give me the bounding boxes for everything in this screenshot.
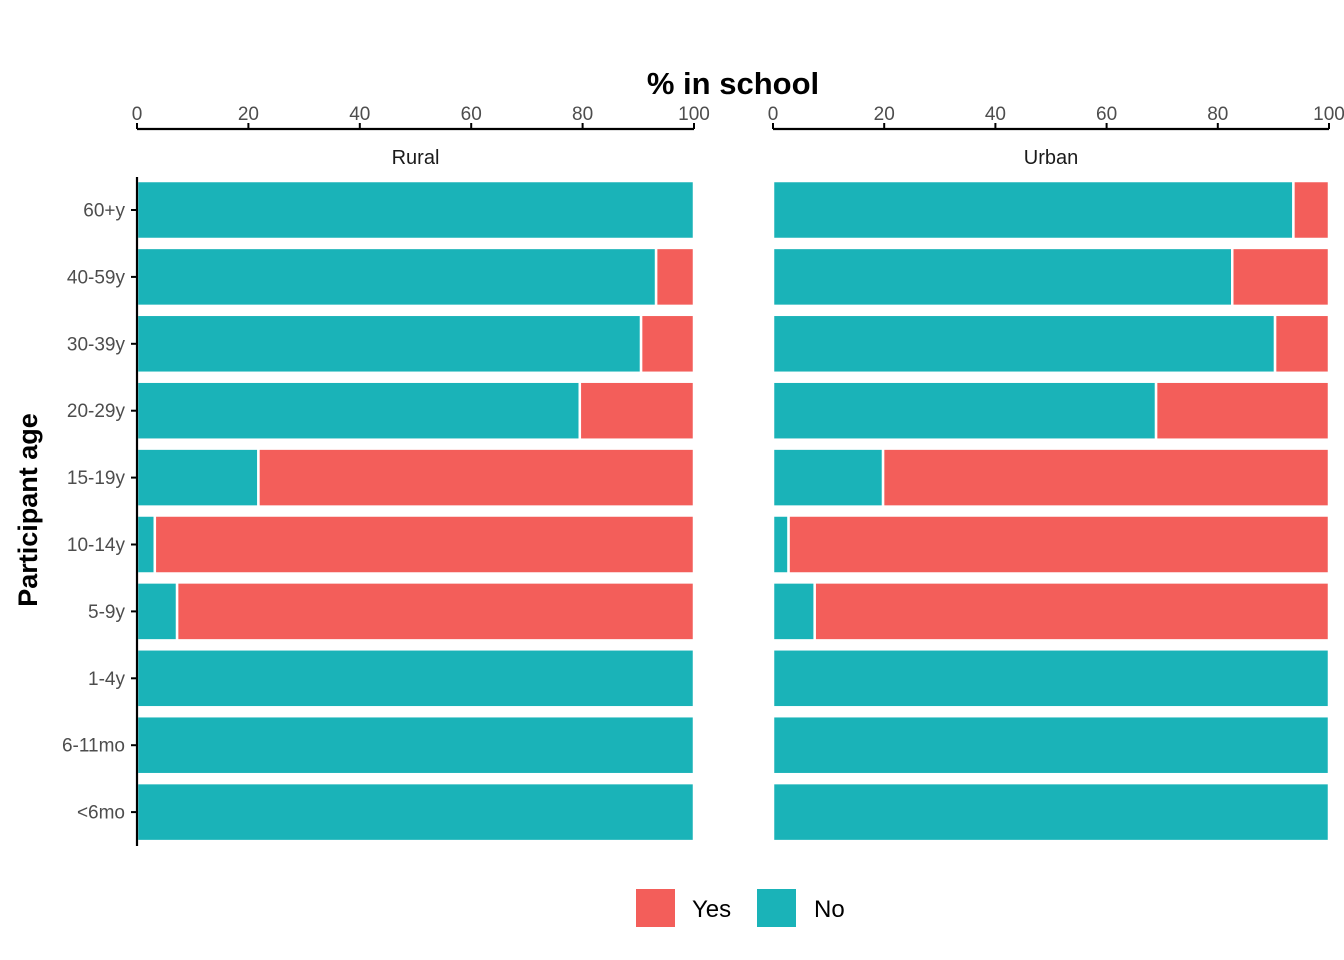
bar-rural-30-39y-no — [135, 313, 643, 375]
bar-urban-40-59y-no — [771, 246, 1234, 308]
facet-panels: 0 20 40 60 80 100 Rural 0 20 40 60 80 100 Urban — [132, 104, 1344, 843]
bar-rural-40-59y-no — [135, 246, 658, 308]
legend-swatch-no — [757, 889, 796, 927]
bar-urban-5-9y-yes — [813, 581, 1331, 642]
x-tick-label: 80 — [572, 104, 593, 125]
x-tick-label: 0 — [768, 104, 779, 125]
x-tick-label: 20 — [238, 104, 259, 125]
x-tick-label: 100 — [678, 104, 710, 125]
bar-urban-1-4y-no — [771, 648, 1331, 709]
facet-strip-label: Rural — [392, 147, 440, 169]
x-tick-label: 60 — [1096, 104, 1117, 125]
bar-rural-10-14y-yes — [153, 514, 696, 575]
x-axis-title: % in school — [647, 66, 819, 101]
bar-urban-10-14y-yes — [787, 514, 1331, 575]
x-tick-label: 20 — [874, 104, 895, 125]
y-tick-label: 1-4y — [88, 669, 125, 690]
y-tick-label: 10-14y — [67, 535, 126, 556]
facet-urban: 0 20 40 60 80 100 Urban — [768, 104, 1344, 843]
bar-rural-40-59y-yes — [654, 246, 696, 308]
legend-label-yes: Yes — [692, 896, 731, 923]
y-tick-label: 60+y — [83, 201, 125, 222]
bar-rural-1-4y-no — [135, 648, 696, 709]
bar-urban-15-19y-no — [771, 447, 885, 508]
bar-rural-5-9y-yes — [175, 581, 696, 642]
y-tick-label: 20-29y — [67, 401, 126, 422]
bar-rural-20-29y-yes — [578, 380, 696, 441]
bar-urban-15-19y-yes — [881, 447, 1331, 508]
bar-rural-30-39y-yes — [639, 313, 696, 375]
bar-urban-30-39y-no — [771, 313, 1277, 375]
x-tick-label: 80 — [1207, 104, 1228, 125]
y-axis: 60+y 40-59y 30-39y 20-29y 15-19y 10-14y 5-9y 1-… — [62, 177, 139, 846]
y-tick-label: 6-11mo — [62, 736, 125, 757]
bar-urban-20-29y-yes — [1154, 380, 1331, 441]
bar-urban-60-y-no — [771, 179, 1295, 241]
y-tick-label: 40-59y — [67, 267, 126, 288]
bar-rural-20-29y-no — [135, 380, 582, 441]
bar-urban-10-14y-no — [771, 514, 790, 575]
bar-urban-5-9y-no — [771, 581, 816, 642]
legend: Yes No — [636, 889, 845, 927]
y-axis-title: Participant age — [13, 413, 43, 607]
x-tick-label: 60 — [461, 104, 482, 125]
bar-rural-6mo-no — [135, 781, 696, 843]
bar-rural-15-19y-yes — [257, 447, 696, 508]
legend-swatch-yes — [636, 889, 675, 927]
bar-urban-6-11mo-no — [771, 714, 1331, 776]
bar-urban-40-59y-yes — [1231, 246, 1331, 308]
bar-urban-60-y-yes — [1292, 179, 1331, 241]
x-tick-label: 40 — [349, 104, 370, 125]
bar-rural-10-14y-no — [135, 514, 157, 575]
legend-label-no: No — [814, 896, 845, 923]
bar-rural-60-y-no — [135, 179, 696, 241]
facet-strip-label: Urban — [1024, 147, 1078, 169]
bar-rural-15-19y-no — [135, 447, 260, 508]
x-tick-label: 0 — [132, 104, 143, 125]
bar-rural-5-9y-no — [135, 581, 179, 642]
y-tick-label: 15-19y — [67, 468, 126, 489]
y-tick-label: <6mo — [77, 803, 125, 824]
x-tick-label: 100 — [1313, 104, 1344, 125]
y-tick-label: 5-9y — [88, 602, 125, 623]
bar-rural-6-11mo-no — [135, 714, 696, 776]
facet-rural: 0 20 40 60 80 100 Rural — [132, 104, 710, 843]
y-tick-label: 30-39y — [67, 334, 126, 355]
bar-urban-30-39y-yes — [1273, 313, 1331, 375]
bar-urban-20-29y-no — [771, 380, 1158, 441]
bar-urban-6mo-no — [771, 781, 1331, 843]
x-tick-label: 40 — [985, 104, 1006, 125]
